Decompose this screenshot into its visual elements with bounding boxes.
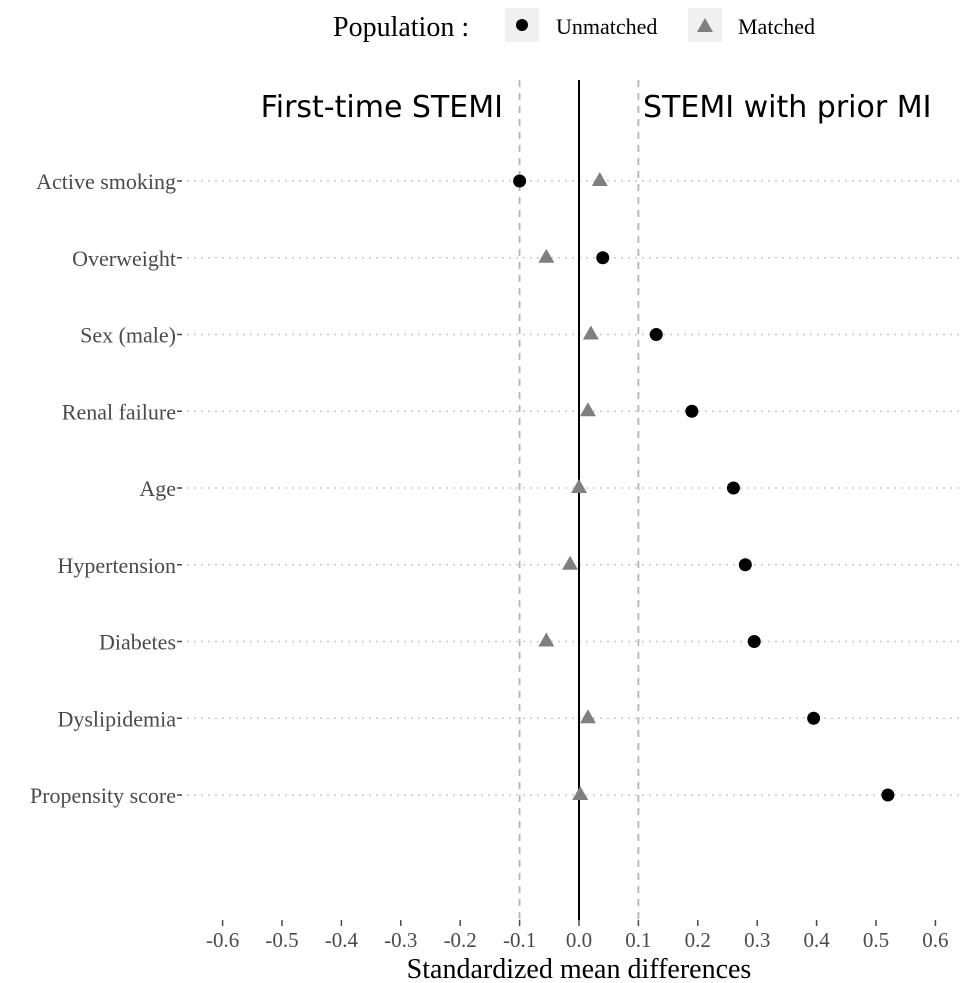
point-unmatched (726, 481, 740, 495)
annotation-first-time-stemi: First-time STEMI (261, 90, 503, 125)
x-tick-label: 0.2 (685, 928, 711, 952)
point-matched (572, 786, 589, 800)
point-matched (562, 555, 579, 570)
category-label: Overweight (72, 246, 176, 271)
x-tick-label: 0.1 (625, 928, 651, 952)
category-label: Hypertension (57, 553, 176, 578)
point-matched (571, 479, 587, 493)
point-unmatched (685, 404, 699, 418)
x-tick-label: 0.0 (566, 928, 592, 952)
point-matched (538, 248, 555, 263)
x-tick-label: 0.4 (803, 928, 830, 952)
x-tick-label: -0.4 (325, 928, 359, 952)
category-label: Active smoking (36, 169, 176, 194)
y-axis-ticks (177, 180, 182, 796)
x-tick-label: -0.5 (265, 928, 298, 952)
point-matched (579, 402, 596, 417)
category-label: Renal failure (62, 399, 176, 424)
category-label: Age (139, 476, 176, 501)
gridlines (180, 180, 960, 796)
point-matched (538, 632, 555, 647)
category-label: Diabetes (99, 630, 176, 655)
category-label: Sex (male) (80, 323, 176, 348)
legend: Population : Unmatched Matched (333, 8, 815, 43)
x-axis-title: Standardized mean differences (407, 954, 752, 983)
x-tick-label: 0.5 (863, 928, 889, 952)
point-unmatched (747, 635, 761, 648)
legend-title: Population : (333, 12, 469, 43)
point-matched (591, 172, 608, 186)
reference-lines (518, 80, 640, 920)
x-tick-label: -0.3 (384, 928, 417, 952)
x-tick-label: -0.2 (444, 928, 477, 952)
legend-label-matched: Matched (738, 14, 815, 39)
point-unmatched (738, 558, 752, 572)
point-unmatched (881, 788, 895, 802)
y-axis-labels: Active smoking Overweight Sex (male) Renal … (30, 169, 176, 808)
legend-label-unmatched: Unmatched (556, 14, 657, 39)
x-tick-label: 0.6 (922, 928, 948, 952)
legend-marker-unmatched (516, 19, 528, 31)
point-unmatched (596, 251, 610, 265)
point-unmatched (807, 711, 821, 725)
point-unmatched (513, 174, 527, 188)
data-points (513, 172, 895, 802)
point-matched (582, 325, 599, 340)
point-matched (579, 709, 596, 724)
legend-marker-matched (697, 18, 713, 32)
category-label: Dyslipidemia (57, 706, 176, 731)
point-unmatched (649, 328, 663, 341)
annotation-stemi-prior-mi: STEMI with prior MI (643, 90, 931, 125)
x-axis-ticks: -0.6 -0.5 -0.4 -0.3 -0.2 -0.1 0.0 0.1 0.2 0.3 0.4 0… (206, 920, 949, 952)
x-tick-label: -0.6 (206, 928, 239, 952)
x-tick-label: -0.1 (503, 928, 536, 952)
category-label: Propensity score (30, 783, 176, 808)
x-tick-label: 0.3 (744, 928, 770, 952)
